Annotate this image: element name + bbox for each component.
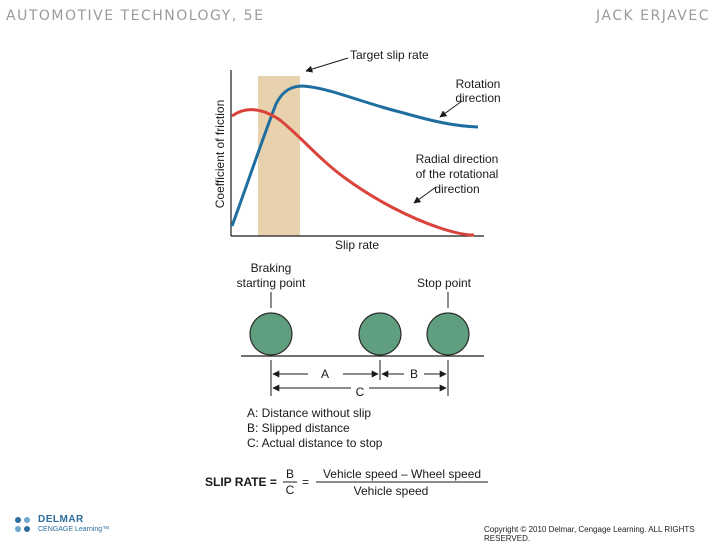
- wheel-braking-start: [249, 312, 293, 356]
- formula-numerator-text: Vehicle speed – Wheel speed: [323, 467, 481, 481]
- copyright-notice: Copyright © 2010 Delmar, Cengage Learnin…: [484, 525, 695, 543]
- wheel-stop-point: [426, 312, 470, 356]
- radial-label-line1: Radial direction: [416, 152, 499, 166]
- rotation-label-line1: Rotation: [456, 77, 501, 91]
- x-axis-label: Slip rate: [335, 238, 379, 252]
- target-slip-arrow: [305, 57, 349, 73]
- delmar-logo-icon: [15, 517, 30, 532]
- logo-subtitle: CENGAGE Learning™: [38, 526, 110, 533]
- delmar-logo: DELMAR CENGAGE Learning™: [12, 514, 109, 536]
- formula-denominator-text: Vehicle speed: [354, 484, 429, 498]
- target-slip-band: [258, 76, 300, 236]
- radial-arrow: [413, 186, 437, 204]
- header-title-right: JACK ERJAVEC: [596, 8, 710, 24]
- header-title-left: AUTOMOTIVE TECHNOLOGY, 5E: [6, 8, 265, 24]
- target-slip-label: Target slip rate: [350, 48, 429, 62]
- legend-c: C: Actual distance to stop: [247, 436, 383, 450]
- braking-start-label-line1: Braking: [251, 261, 292, 275]
- rotation-label-line2: direction: [455, 91, 500, 105]
- formula-denominator-letter: C: [286, 483, 295, 497]
- braking-start-label-line2: starting point: [237, 276, 306, 290]
- rotation-direction-curve: [230, 84, 479, 227]
- formula-equals: =: [302, 475, 309, 489]
- legend-b: B: Slipped distance: [247, 421, 350, 435]
- dimension-c-label: C: [356, 385, 365, 399]
- dimension-b-label: B: [410, 367, 418, 381]
- legend-a: A: Distance without slip: [247, 406, 371, 420]
- radial-label-line3: direction: [434, 182, 479, 196]
- y-axis-label: Coefficient of friction: [213, 100, 227, 209]
- dimension-a-label: A: [321, 367, 329, 381]
- radial-direction-curve: [231, 108, 475, 237]
- formula-label: SLIP RATE =: [205, 475, 277, 489]
- formula-numerator-letter: B: [286, 467, 294, 481]
- wheel-slip-start: [358, 312, 402, 356]
- logo-name: DELMAR: [38, 514, 84, 525]
- rotation-arrow: [439, 100, 463, 118]
- stop-point-label: Stop point: [417, 276, 472, 290]
- radial-label-line2: of the rotational: [416, 167, 499, 181]
